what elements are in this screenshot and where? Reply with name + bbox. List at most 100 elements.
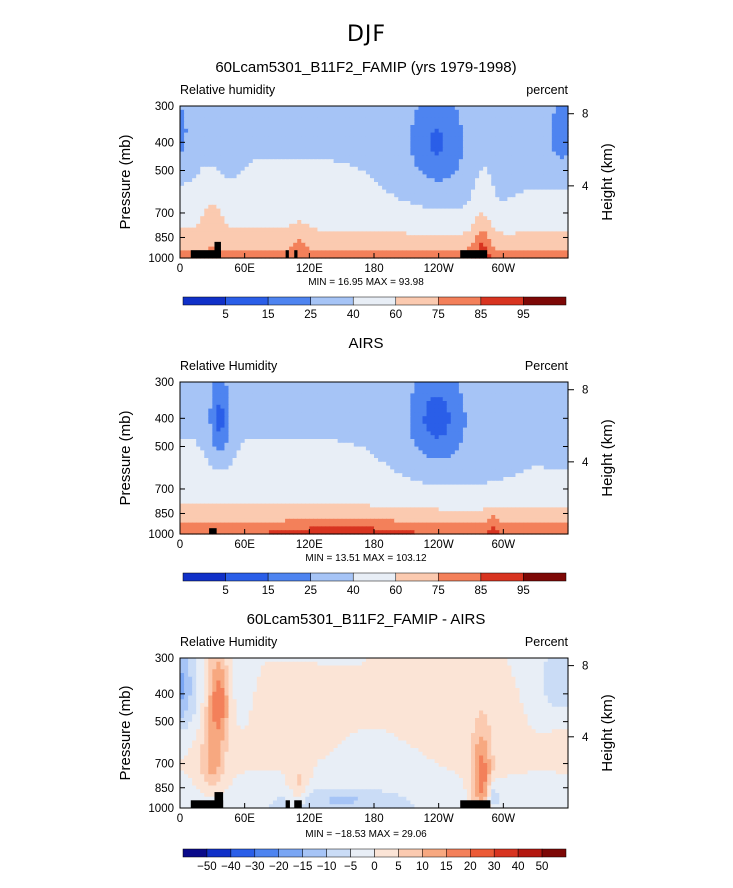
heatmap-cell: [244, 212, 250, 217]
heatmap-cell: [333, 393, 339, 398]
colorbar-label: 60: [389, 309, 402, 321]
heatmap-cell: [462, 212, 468, 217]
heatmap-cell: [369, 159, 375, 164]
heatmap-cell: [228, 106, 234, 111]
heatmap-cell: [281, 185, 286, 191]
heatmap-cell: [458, 128, 464, 134]
heatmap-cell: [216, 121, 222, 126]
heatmap-cell: [264, 144, 270, 149]
heatmap-cell: [531, 204, 537, 210]
heatmap-cell: [357, 416, 363, 421]
heatmap-cell: [289, 216, 294, 221]
heatmap-cell: [390, 109, 395, 115]
heatmap-cell: [272, 193, 278, 198]
heatmap-cell: [277, 140, 282, 145]
heatmap-cell: [232, 382, 238, 387]
heatmap-cell: [260, 235, 266, 240]
heatmap-cell: [256, 385, 262, 391]
heatmap-cell: [406, 220, 411, 225]
heatmap-cell: [483, 420, 488, 425]
heatmap-cell: [535, 201, 541, 206]
heatmap-cell: [192, 201, 197, 206]
heatmap-cell: [438, 113, 444, 118]
heatmap-cell: [309, 204, 314, 210]
heatmap-cell: [244, 223, 250, 229]
heatmap-cell: [531, 227, 537, 232]
heatmap-cell: [487, 182, 492, 187]
heatmap-cell: [438, 159, 444, 164]
heatmap-cell: [450, 155, 456, 160]
heatmap-cell: [293, 159, 298, 164]
heatmap-cell: [369, 113, 375, 118]
heatmap-cell: [293, 117, 298, 122]
heatmap-cell: [430, 128, 436, 134]
heatmap-cell: [180, 239, 185, 244]
heatmap-cell: [228, 201, 234, 206]
heatmap-cell: [204, 189, 209, 194]
heatmap-cell: [515, 189, 521, 194]
heatmap-cell: [260, 128, 266, 134]
heatmap-cell: [252, 193, 258, 198]
heatmap-cell: [309, 208, 314, 213]
heatmap-cell: [325, 216, 331, 221]
heatmap-cell: [430, 178, 436, 183]
heatmap-cell: [394, 389, 399, 394]
heatmap-cell: [337, 132, 343, 137]
heatmap-cell: [212, 136, 217, 141]
heatmap-cell: [507, 170, 513, 175]
heatmap-cell: [454, 227, 460, 232]
heatmap-cell: [188, 128, 193, 134]
heatmap-cell: [483, 159, 488, 164]
heatmap-cell: [543, 408, 549, 413]
heatmap-cell: [527, 231, 533, 236]
heatmap-cell: [503, 235, 508, 240]
heatmap-cell: [260, 212, 266, 217]
heatmap-cell: [192, 220, 197, 225]
heatmap-cell: [204, 140, 209, 145]
heatmap-cell: [563, 420, 569, 425]
heatmap-cell: [374, 397, 379, 402]
heatmap-cell: [446, 408, 452, 413]
figure-title: DJF: [346, 22, 387, 47]
height-axis-title: Height (km): [599, 143, 616, 221]
heatmap-cell: [317, 189, 323, 194]
heatmap-cell: [531, 151, 537, 156]
heatmap-cell: [531, 254, 537, 259]
heatmap-cell: [277, 246, 282, 251]
heatmap-cell: [236, 235, 242, 240]
heatmap-cell: [515, 242, 521, 248]
heatmap-cell: [361, 393, 367, 398]
heatmap-cell: [398, 412, 403, 417]
heatmap-cell: [240, 109, 246, 115]
heatmap-cell: [503, 412, 508, 417]
heatmap-cell: [535, 242, 541, 248]
heatmap-cell: [188, 151, 193, 156]
heatmap-cell: [200, 246, 205, 251]
heatmap-cell: [184, 163, 189, 168]
heatmap-cell: [204, 182, 209, 187]
heatmap-cell: [313, 197, 319, 202]
heatmap-cell: [499, 128, 504, 134]
heatmap-cell: [297, 423, 302, 429]
heatmap-cell: [369, 393, 375, 398]
heatmap-cell: [559, 223, 565, 229]
heatmap-cell: [491, 125, 496, 130]
heatmap-cell: [196, 223, 201, 229]
heatmap-cell: [361, 128, 367, 134]
heatmap-cell: [305, 385, 310, 391]
heatmap-cell: [374, 182, 379, 187]
heatmap-cell: [256, 166, 262, 172]
heatmap-cell: [188, 239, 193, 244]
heatmap-cell: [337, 159, 343, 164]
heatmap-cell: [487, 140, 492, 145]
heatmap-cell: [232, 404, 238, 410]
heatmap-cell: [301, 250, 306, 255]
heatmap-cell: [475, 212, 480, 217]
heatmap-cell: [410, 212, 416, 217]
heatmap-cell: [491, 239, 496, 244]
heatmap-cell: [507, 166, 513, 172]
heatmap-cell: [353, 223, 359, 229]
heatmap-cell: [551, 250, 557, 255]
heatmap-cell: [430, 235, 436, 240]
heatmap-cell: [248, 404, 254, 410]
